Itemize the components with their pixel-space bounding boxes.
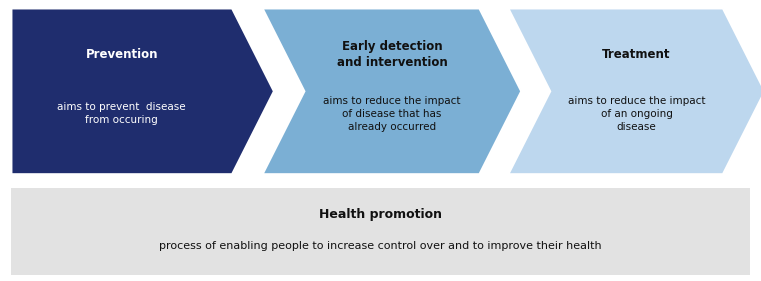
Text: process of enabling people to increase control over and to improve their health: process of enabling people to increase c… (159, 241, 602, 251)
Text: aims to reduce the impact
of an ongoing
disease: aims to reduce the impact of an ongoing … (568, 96, 705, 132)
Text: Health promotion: Health promotion (319, 209, 442, 221)
FancyBboxPatch shape (11, 188, 750, 275)
Text: aims to prevent  disease
from occuring: aims to prevent disease from occuring (57, 102, 186, 125)
Polygon shape (263, 8, 521, 174)
Text: Prevention: Prevention (85, 48, 158, 61)
Text: Treatment: Treatment (602, 48, 671, 61)
Text: Early detection
and intervention: Early detection and intervention (336, 40, 447, 69)
Polygon shape (508, 8, 761, 174)
Polygon shape (11, 8, 274, 174)
Text: aims to reduce the impact
of disease that has
already occurred: aims to reduce the impact of disease tha… (323, 96, 460, 132)
